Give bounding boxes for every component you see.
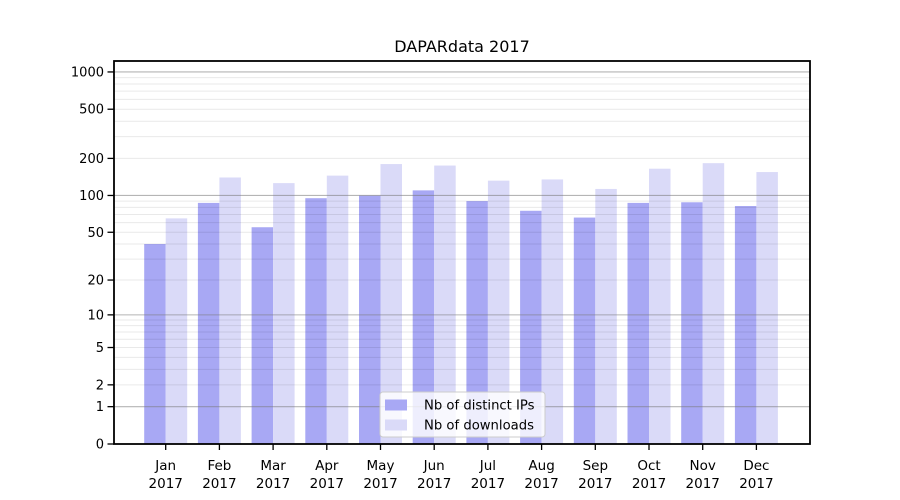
x-tick-label-month: Sep <box>583 458 608 474</box>
y-tick-label: 100 <box>79 189 104 204</box>
bar-downloads-dec <box>756 172 778 444</box>
bar-downloads-jun <box>434 165 456 444</box>
x-tick-label-month: Aug <box>528 458 554 474</box>
x-tick-label-year: 2017 <box>417 476 451 492</box>
x-tick-label-year: 2017 <box>471 476 505 492</box>
y-tick-label: 20 <box>87 274 104 289</box>
x-tick-label-month: Jul <box>479 458 496 474</box>
chart-title: DAPARdata 2017 <box>394 37 530 56</box>
bar-downloads-aug <box>541 179 564 445</box>
bar-downloads-mar <box>273 183 295 444</box>
bar-downloads-jul <box>487 180 510 444</box>
bar-downloads-feb <box>219 177 241 444</box>
bar-distinct-ips-sep <box>573 217 596 444</box>
y-tick-label: 5 <box>96 341 104 356</box>
y-tick-label: 1000 <box>71 65 104 80</box>
bar-distinct-ips-aug <box>520 210 542 444</box>
bar-distinct-ips-jun <box>412 190 435 444</box>
bar-distinct-ips-jul <box>466 201 488 444</box>
bar-downloads-sep <box>595 188 617 444</box>
bar-distinct-ips-mar <box>251 227 274 444</box>
y-tick-label: 0 <box>96 438 104 453</box>
bar-distinct-ips-feb <box>197 202 220 444</box>
x-tick-label-year: 2017 <box>739 476 773 492</box>
x-tick-label-month: Feb <box>207 458 231 474</box>
y-tick-label: 10 <box>87 308 104 323</box>
x-tick-label-month: Nov <box>690 458 716 474</box>
x-tick-label-year: 2017 <box>524 476 558 492</box>
y-tick-label: 200 <box>79 152 104 167</box>
x-tick-label-year: 2017 <box>686 476 720 492</box>
x-tick-label-month: Apr <box>315 458 339 474</box>
legend-swatch-distinct-ips <box>385 399 407 411</box>
x-tick-label-year: 2017 <box>632 476 666 492</box>
y-tick-label: 2 <box>96 378 104 393</box>
legend-swatch-downloads <box>385 419 407 431</box>
bar-distinct-ips-dec <box>734 206 757 444</box>
bar-downloads-may <box>380 164 402 444</box>
bar-distinct-ips-apr <box>305 198 327 444</box>
x-tick-label-month: Jan <box>154 458 176 474</box>
x-tick-label-year: 2017 <box>310 476 344 492</box>
x-tick-label-month: Dec <box>743 458 769 474</box>
bar-distinct-ips-oct <box>627 202 649 444</box>
x-tick-label-year: 2017 <box>256 476 290 492</box>
y-tick-label: 1 <box>96 400 104 415</box>
x-tick-label-year: 2017 <box>363 476 397 492</box>
legend-label-distinct-ips: Nb of distinct IPs <box>424 399 535 414</box>
bar-downloads-oct <box>649 168 671 444</box>
x-tick-label-month: Mar <box>260 458 286 474</box>
plot-border <box>113 60 811 445</box>
legend-box <box>379 391 546 438</box>
bar-downloads-nov <box>702 163 725 444</box>
y-tick-label: 50 <box>87 226 104 241</box>
bar-distinct-ips-may <box>359 195 381 444</box>
bar-distinct-ips-nov <box>681 202 703 444</box>
x-tick-label-year: 2017 <box>202 476 236 492</box>
x-tick-label-month: Jun <box>423 458 445 474</box>
y-tick-label: 500 <box>79 103 104 118</box>
x-tick-label-month: Oct <box>637 458 660 474</box>
legend-label-downloads: Nb of downloads <box>424 419 534 434</box>
bar-distinct-ips-jan <box>144 244 166 444</box>
bar-downloads-jan <box>165 218 188 444</box>
x-tick-label-year: 2017 <box>578 476 612 492</box>
x-tick-label-month: May <box>367 458 395 474</box>
x-tick-label-year: 2017 <box>149 476 183 492</box>
bar-downloads-apr <box>326 175 349 444</box>
